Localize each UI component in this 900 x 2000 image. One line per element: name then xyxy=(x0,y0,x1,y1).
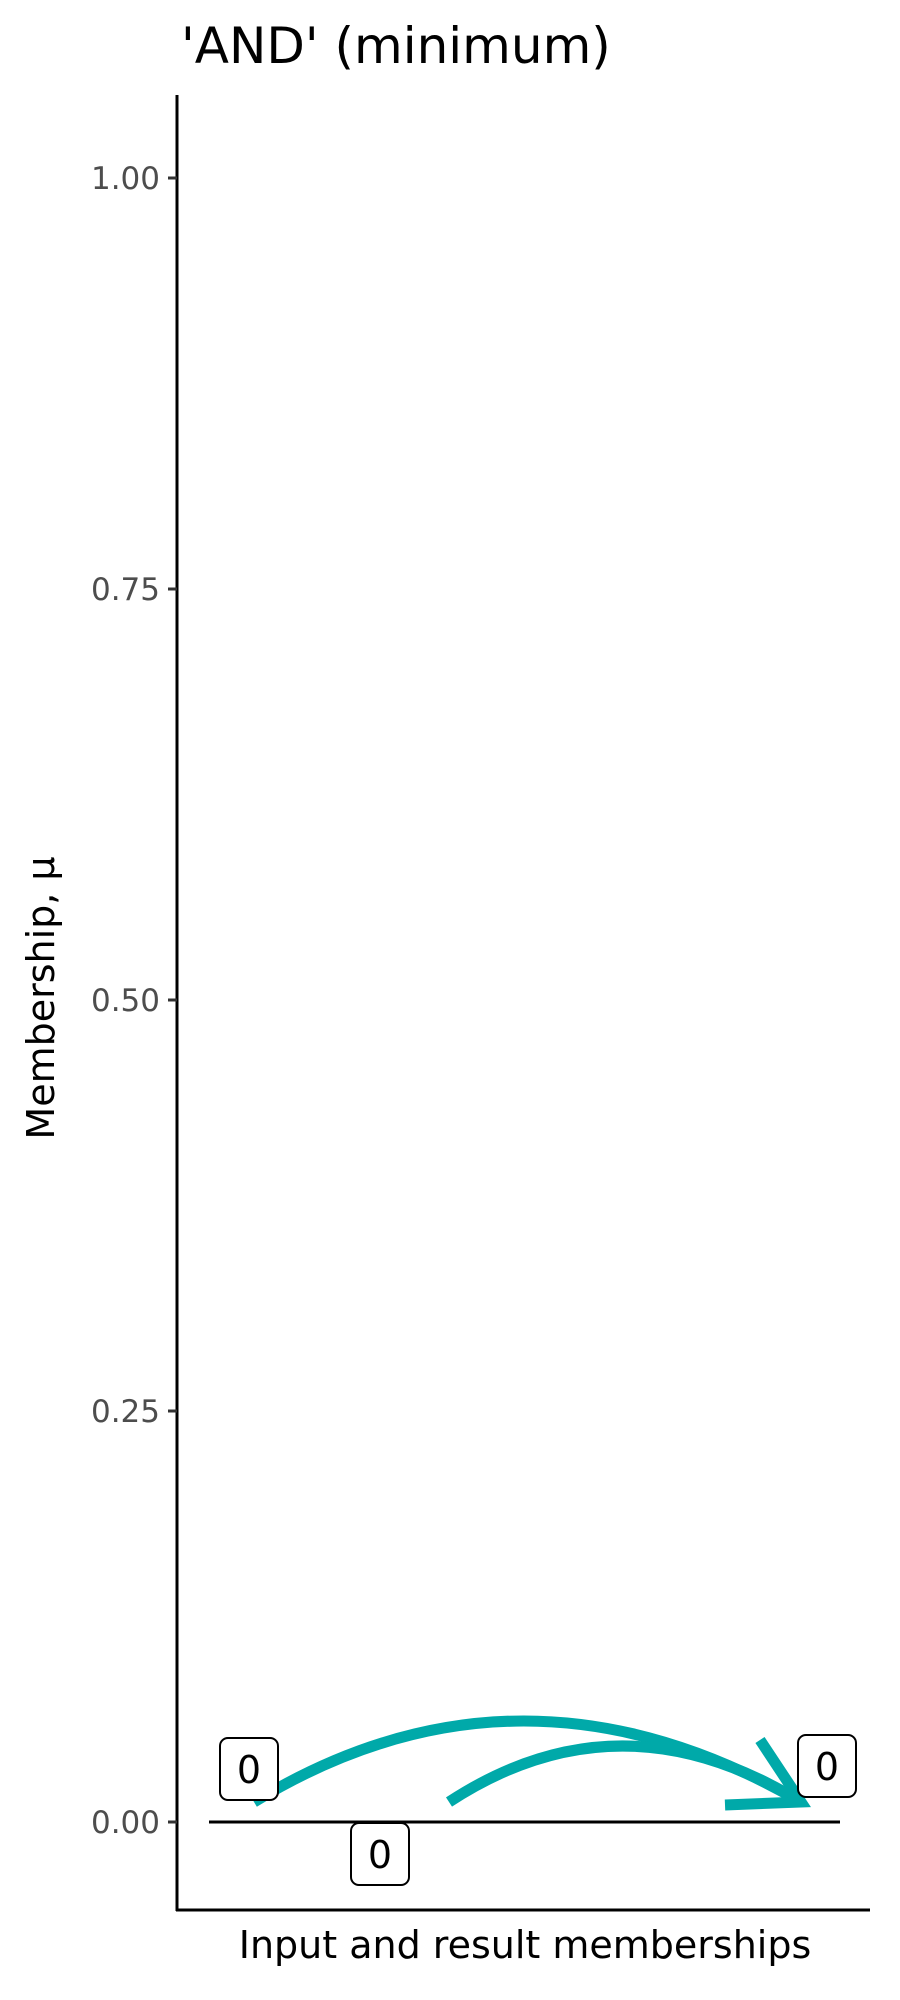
value-label-text: 0 xyxy=(368,1833,392,1877)
x-axis-title: Input and result memberships xyxy=(239,1923,812,1967)
y-tick-label: 0.75 xyxy=(91,572,160,608)
value-label-text: 0 xyxy=(237,1748,261,1792)
value-labels: 0 0 0 xyxy=(219,1734,857,1886)
y-axis-title: Membership, μ xyxy=(19,856,63,1139)
value-label: 0 xyxy=(350,1822,410,1886)
value-label-box xyxy=(219,1737,279,1801)
value-label-text: 0 xyxy=(815,1745,839,1789)
value-label-box xyxy=(797,1734,857,1798)
y-tick-label: 0.50 xyxy=(91,983,160,1019)
chart-title: 'AND' (minimum) xyxy=(181,17,611,75)
arrowhead xyxy=(724,1736,811,1811)
value-label: 0 xyxy=(219,1737,279,1801)
value-label-box xyxy=(350,1822,410,1886)
y-ticks: 0.00 0.25 0.50 0.75 1.00 xyxy=(91,161,177,1841)
y-tick-label: 1.00 xyxy=(91,161,160,197)
y-tick-label: 0.25 xyxy=(91,1394,160,1430)
value-label: 0 xyxy=(797,1734,857,1798)
arrows xyxy=(251,1715,811,1811)
y-tick-label: 0.00 xyxy=(91,1805,160,1841)
arrow-input2-to-result xyxy=(445,1740,804,1807)
